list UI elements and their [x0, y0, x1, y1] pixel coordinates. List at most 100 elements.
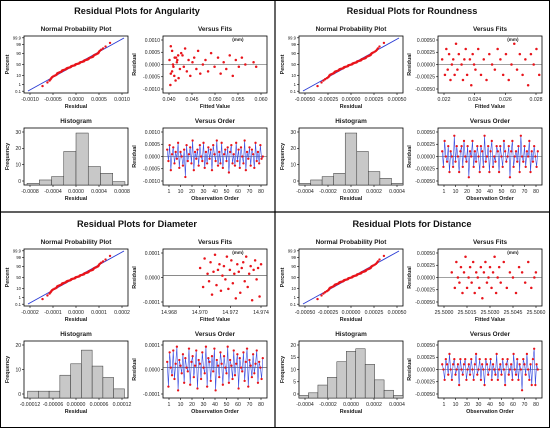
order-y-tick-label: -0.00025 — [415, 167, 435, 173]
order-point — [239, 366, 243, 369]
fits-point — [171, 63, 175, 66]
order-line — [166, 140, 264, 178]
histogram-bar — [63, 151, 77, 186]
fits-point — [199, 72, 202, 75]
prob-y-tick-label: 10 — [16, 73, 21, 78]
order-point — [186, 370, 189, 373]
prob-y-tick-label: 50 — [291, 275, 296, 280]
order-point — [462, 139, 466, 143]
histogram-bar — [70, 363, 82, 399]
order-point — [183, 148, 186, 151]
prob-y-tick-label: 99.9 — [13, 35, 22, 40]
fits-point — [521, 73, 524, 77]
order-x-tick-label: 60 — [510, 189, 516, 195]
prob-x-tick-label: 0.00000 — [342, 97, 361, 103]
order-point — [535, 363, 538, 366]
order-point — [202, 141, 205, 144]
fits-point — [176, 54, 180, 57]
fits-point — [450, 271, 454, 274]
order-point — [493, 368, 496, 371]
fits-point — [496, 276, 499, 279]
prob-x-tick-label: -0.0001 — [44, 310, 62, 316]
panel-title: Residual Plots for Distance — [353, 219, 472, 229]
fits-point — [181, 54, 184, 57]
fits-point — [485, 78, 488, 82]
prob-x-tick-label: -0.00050 — [295, 97, 316, 103]
order-point — [256, 150, 260, 154]
hist-x-tick-label: -0.0004 — [296, 402, 314, 408]
order-point — [180, 372, 183, 375]
fits-point — [482, 271, 486, 274]
order-point — [493, 155, 496, 158]
order-point — [220, 362, 223, 365]
histogram-bar — [355, 348, 366, 399]
prob-x-tick-label: -0.00050 — [295, 310, 316, 316]
fits-point — [537, 73, 541, 77]
order-point — [535, 165, 538, 169]
order-point — [536, 150, 539, 153]
unit-tag: (mm) — [232, 250, 244, 255]
order-point — [214, 389, 217, 392]
fits-point — [461, 78, 465, 82]
prob-x-label: Residual — [65, 104, 88, 110]
histogram-title: Histogram — [335, 331, 367, 338]
fits-point — [237, 65, 241, 69]
order-x-tick-label: 80 — [533, 189, 539, 195]
fits-y-label: Residual — [132, 53, 138, 76]
order-point — [499, 363, 502, 366]
hist-x-tick-label: -0.0002 — [319, 402, 337, 408]
order-point — [473, 150, 477, 153]
order-point — [184, 356, 187, 360]
order-point — [213, 153, 216, 156]
fits-point — [488, 52, 491, 56]
order-point — [487, 373, 490, 376]
order-point — [167, 385, 170, 388]
prob-x-tick-label: 0.00050 — [388, 310, 407, 316]
fits-point — [198, 266, 202, 270]
fits-point — [252, 268, 255, 272]
order-point — [248, 358, 251, 362]
order-point — [259, 143, 262, 147]
order-x-tick-label: 50 — [224, 189, 230, 195]
hist-y-label: Frequency — [280, 356, 286, 383]
fits-point — [490, 286, 493, 290]
hist-y-tick-label: 10 — [290, 367, 296, 373]
order-point — [471, 368, 474, 371]
order-x-tick-label: 70 — [247, 189, 253, 195]
order-y-tick-label: 0.00025 — [417, 355, 435, 361]
prob-point — [316, 297, 319, 301]
prob-y-label: Percent — [5, 54, 11, 74]
fits-point — [463, 58, 466, 61]
order-point — [195, 157, 198, 160]
histogram-bar — [317, 384, 328, 399]
fits-point — [485, 281, 489, 284]
hist-y-tick-label: 20 — [290, 343, 296, 349]
fits-point — [252, 60, 255, 64]
order-point — [443, 139, 446, 143]
order-point — [501, 165, 504, 169]
prob-y-tick-label: 99 — [16, 255, 21, 260]
order-point — [185, 366, 188, 369]
order-point — [445, 363, 449, 366]
histogram-bar — [383, 389, 394, 399]
histogram-bar — [298, 395, 309, 399]
hist-x-tick-label: 0.0004 — [389, 189, 405, 195]
order-x-tick-label: 30 — [201, 189, 207, 195]
histogram-bar — [59, 374, 71, 399]
prob-point — [378, 45, 381, 48]
hist-x-tick-label: 0.00012 — [113, 402, 132, 408]
order-point — [533, 144, 536, 148]
order-point — [260, 377, 263, 381]
order-x-tick-label: 10 — [178, 189, 184, 195]
order-point — [241, 370, 244, 373]
order-point — [459, 357, 462, 361]
fits-point — [213, 253, 217, 256]
fits-x-tick-label: 25.5045 — [504, 310, 523, 316]
order-point — [207, 146, 210, 149]
fits-point — [454, 42, 458, 46]
order-point — [474, 160, 478, 163]
order-point — [176, 141, 180, 144]
order-point — [443, 378, 446, 382]
fits-x-tick-label: 0.028 — [530, 97, 543, 103]
histogram-bar — [310, 179, 323, 186]
